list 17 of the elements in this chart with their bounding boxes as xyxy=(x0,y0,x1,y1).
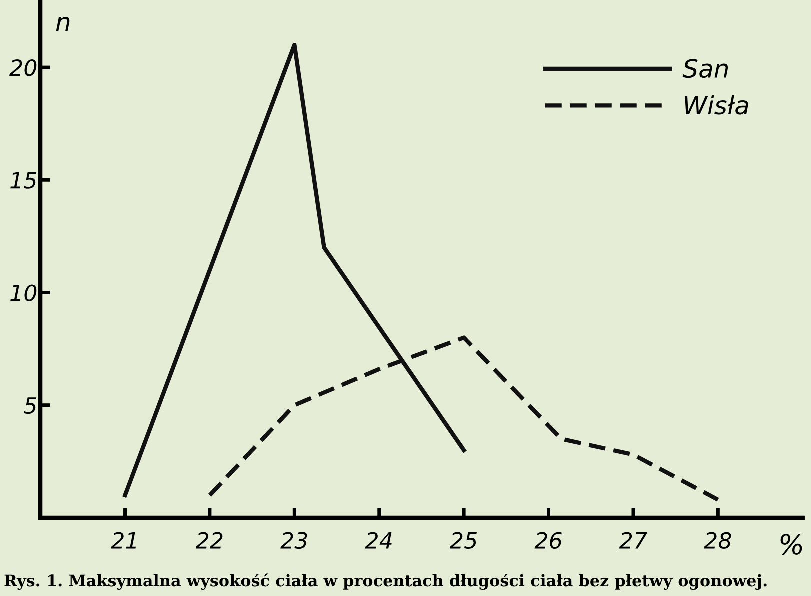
x-tick-label: 24 xyxy=(365,532,392,549)
legend-label: San xyxy=(682,59,728,78)
y-tick-label: 20 xyxy=(10,60,37,76)
text: Rys. 1. Maksymalna wysokość ciała w procentach długości ciała bez płetwy ogonowej. xyxy=(4,574,767,590)
legend-label: Wisła xyxy=(685,95,748,115)
y-tick-label: 10 xyxy=(10,284,37,302)
x-tick-label: 28 xyxy=(704,532,732,550)
x-tick-label: 22 xyxy=(196,532,223,549)
y-tick-label: 15 xyxy=(10,172,37,189)
x-tick-label: 23 xyxy=(280,532,308,550)
x-tick-label: 21 xyxy=(111,532,136,549)
x-axis-title: % xyxy=(780,534,802,555)
y-axis-title: n xyxy=(56,17,70,32)
x-tick-label: 26 xyxy=(534,532,562,550)
x-tick-label: 25 xyxy=(450,532,477,550)
y-tick-label: 5 xyxy=(24,398,37,414)
x-tick-label: 27 xyxy=(619,532,648,549)
